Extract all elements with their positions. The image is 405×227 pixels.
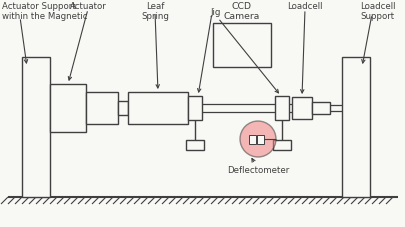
Text: Actuator Support
within the Magnetic: Actuator Support within the Magnetic [2, 2, 87, 21]
Bar [86, 93, 118, 124]
Bar [275, 96, 289, 121]
Bar [128, 93, 188, 124]
Text: CCD
Camera: CCD Camera [224, 2, 260, 21]
Text: Loadcell
Support: Loadcell Support [360, 2, 396, 21]
Text: Loadcell: Loadcell [287, 2, 323, 11]
Bar [342, 58, 370, 197]
Bar [292, 98, 312, 119]
Circle shape [240, 121, 276, 157]
Bar [22, 58, 50, 197]
Bar [186, 140, 204, 150]
Bar [50, 85, 86, 132]
Bar [273, 140, 291, 150]
Text: Jig: Jig [210, 8, 220, 17]
Text: Leaf
Spring: Leaf Spring [141, 2, 169, 21]
Bar [188, 96, 202, 121]
Bar [249, 135, 256, 144]
Bar [118, 101, 128, 116]
Bar [312, 103, 330, 114]
Text: Actuator: Actuator [70, 2, 107, 11]
Bar [257, 135, 264, 144]
Bar [213, 24, 271, 68]
Text: Deflectometer: Deflectometer [227, 165, 289, 174]
